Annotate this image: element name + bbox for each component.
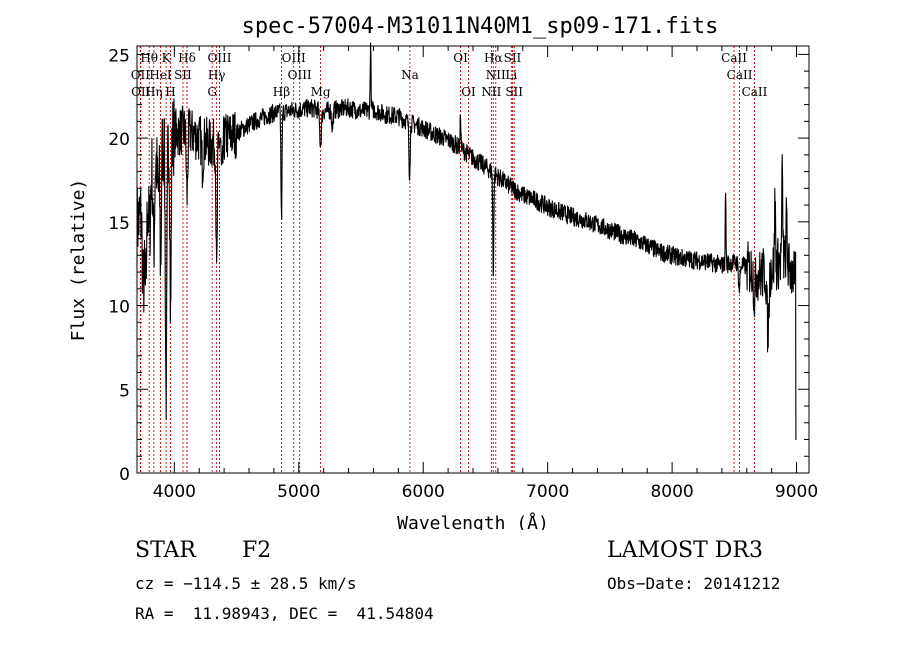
spectral-line-label: Hδ <box>178 51 196 65</box>
spectral-line-label: OIII <box>288 68 312 82</box>
y-axis-label: Flux (relative) <box>68 179 89 342</box>
spectral-line-label: OIII <box>207 51 231 65</box>
spectral-line-label: NII <box>486 68 506 82</box>
spectral-line-label: CaII <box>721 51 747 65</box>
x-tick-label: 8000 <box>650 482 693 502</box>
axis-ticks: 4000 5000 6000 7000 8000 9000 0 5 10 15 20 25 <box>108 46 818 502</box>
spectral-line-label: Hθ <box>140 51 158 65</box>
x-tick-label: 5000 <box>277 482 320 502</box>
spectral-line-label: H <box>165 85 175 99</box>
x-axis-label: Wavelength (Å) <box>397 512 549 530</box>
chart-title: spec-57004-M31011N40M1_sp09-171.fits <box>242 14 719 39</box>
spectral-subclass: F2 <box>242 538 272 563</box>
spectral-line-label: Hβ <box>273 85 290 99</box>
y-tick-label: 25 <box>108 46 130 66</box>
coordinates: RA = 11.98943, DEC = 41.54804 <box>135 604 434 623</box>
spectrum-line <box>136 42 797 441</box>
object-type: STAR <box>135 538 196 563</box>
spectral-line-label: Li <box>505 68 517 82</box>
x-tick-label: 6000 <box>402 482 445 502</box>
observation-date: Obs−Date: 20141212 <box>607 574 781 593</box>
spectral-line-label: Hη <box>145 85 163 99</box>
y-tick-label: 20 <box>108 130 130 150</box>
spectral-line-label: Na <box>401 68 419 82</box>
spectral-line-label: CaII <box>727 68 753 82</box>
spectral-line-label: SII <box>505 85 523 99</box>
y-tick-label: 10 <box>108 298 130 318</box>
spectral-line-label: OIII <box>282 51 306 65</box>
spectral-line-label: Hγ <box>208 68 226 82</box>
x-tick-label: 7000 <box>526 482 569 502</box>
spectral-line-label: G <box>207 85 217 99</box>
y-tick-label: 5 <box>119 381 130 401</box>
spectral-line-label: OI <box>453 51 468 65</box>
y-tick-label: 0 <box>119 465 130 485</box>
redshift-velocity: cz = −114.5 ± 28.5 km/s <box>135 574 357 593</box>
x-tick-label: 4000 <box>153 482 196 502</box>
spectral-line-label: SII <box>504 51 522 65</box>
spectral-line-label: NII <box>481 85 501 99</box>
spectral-line-label: CaII <box>742 85 768 99</box>
y-tick-label: 15 <box>108 214 130 234</box>
spectral-line-label: OII <box>131 85 151 99</box>
spectral-line-label: OII <box>131 68 151 82</box>
spectral-line-label: Mg <box>311 85 331 99</box>
spectral-line-label: OI <box>461 85 476 99</box>
spectral-line-label: SII <box>174 68 192 82</box>
spectral-line-label: Hα <box>484 51 503 65</box>
spectral-line-label: K <box>162 51 172 65</box>
x-tick-label: 9000 <box>775 482 818 502</box>
survey-name: LAMOST DR3 <box>607 538 763 563</box>
spectral-line-label: HeI <box>149 68 172 82</box>
spectrum-chart: spec-57004-M31011N40M1_sp09-171.fits 400… <box>68 14 818 530</box>
